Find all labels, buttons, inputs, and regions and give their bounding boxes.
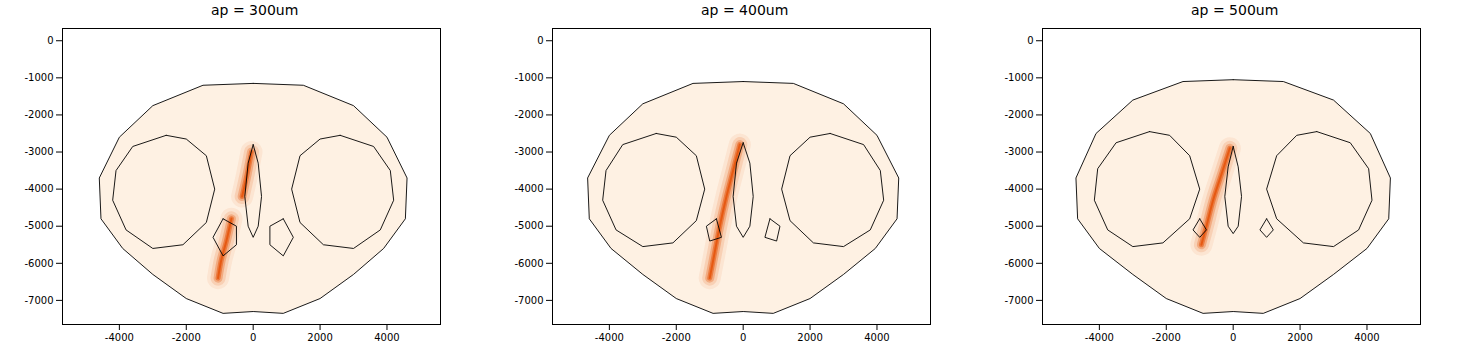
svg-text:-3000: -3000 <box>24 146 53 157</box>
svg-text:4000: 4000 <box>864 332 889 343</box>
svg-text:-5000: -5000 <box>1004 220 1033 231</box>
svg-text:-1000: -1000 <box>24 72 53 83</box>
svg-text:-4000: -4000 <box>24 183 53 194</box>
svg-text:-7000: -7000 <box>24 295 53 306</box>
svg-text:0: 0 <box>1027 35 1033 46</box>
svg-text:-2000: -2000 <box>662 332 691 343</box>
svg-text:-4000: -4000 <box>1085 332 1114 343</box>
svg-text:-5000: -5000 <box>514 220 543 231</box>
svg-text:-2000: -2000 <box>1152 332 1181 343</box>
svg-text:-1000: -1000 <box>514 72 543 83</box>
svg-text:-4000: -4000 <box>105 332 134 343</box>
html-text:ap = 400um: ap = 400um <box>701 2 789 18</box>
svg-text:-6000: -6000 <box>514 257 543 268</box>
svg-text:-5000: -5000 <box>24 220 53 231</box>
svg-text:0: 0 <box>250 332 256 343</box>
svg-text:0: 0 <box>537 35 543 46</box>
svg-text:2000: 2000 <box>1287 332 1312 343</box>
svg-text:-2000: -2000 <box>1004 109 1033 120</box>
svg-text:-1000: -1000 <box>1004 72 1033 83</box>
svg-text:-4000: -4000 <box>514 183 543 194</box>
html-text:ap = 300um: ap = 300um <box>211 2 299 18</box>
svg-text:-6000: -6000 <box>1004 257 1033 268</box>
svg-text:0: 0 <box>740 332 746 343</box>
svg-text:0: 0 <box>1230 332 1236 343</box>
svg-text:-4000: -4000 <box>1004 183 1033 194</box>
svg-text:4000: 4000 <box>1354 332 1379 343</box>
svg-text:-3000: -3000 <box>1004 146 1033 157</box>
svg-text:-7000: -7000 <box>1004 295 1033 306</box>
svg-text:-2000: -2000 <box>514 109 543 120</box>
svg-text:0: 0 <box>47 35 53 46</box>
svg-text:2000: 2000 <box>307 332 332 343</box>
svg-text:-7000: -7000 <box>514 295 543 306</box>
svg-text:-2000: -2000 <box>172 332 201 343</box>
svg-text:-6000: -6000 <box>24 257 53 268</box>
svg-text:-2000: -2000 <box>24 109 53 120</box>
svg-text:-3000: -3000 <box>514 146 543 157</box>
html-text:ap = 500um: ap = 500um <box>1191 2 1279 18</box>
svg-text:-4000: -4000 <box>595 332 624 343</box>
svg-text:2000: 2000 <box>797 332 822 343</box>
svg-text:4000: 4000 <box>374 332 399 343</box>
